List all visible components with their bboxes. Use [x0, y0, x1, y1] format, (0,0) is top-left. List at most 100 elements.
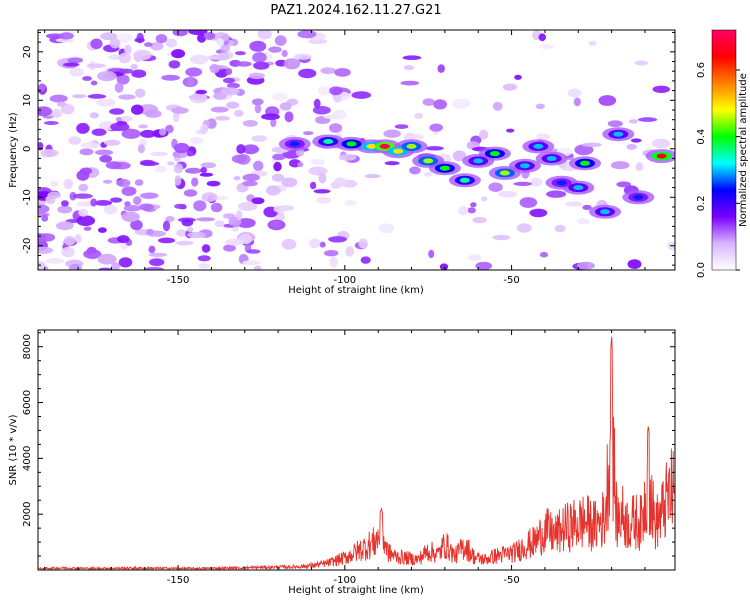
spectrogram-cell — [452, 150, 467, 162]
spectrogram-cell — [155, 34, 168, 44]
spectrogram-cell — [121, 211, 140, 222]
spectrogram-cell — [161, 74, 181, 81]
spectrogram-cell — [437, 64, 445, 73]
ridge-core — [499, 170, 510, 176]
ridge-core — [366, 143, 377, 149]
spectrogram-cell — [251, 135, 268, 142]
spectrogram-cell — [273, 205, 282, 213]
spectrogram-cell — [47, 191, 61, 199]
y-tick-label: -10 — [22, 189, 33, 205]
spectrogram-cell — [168, 60, 181, 69]
spectrogram-cell — [206, 180, 221, 187]
spectrogram-cell — [80, 142, 99, 149]
spectrogram-cell — [63, 178, 74, 190]
spectrogram-cell — [616, 181, 631, 188]
spectrogram-cell — [214, 220, 225, 228]
spectrogram-cell — [167, 161, 175, 166]
spectrogram-cell — [97, 71, 117, 82]
spectrogram-cell — [172, 30, 188, 37]
spectrogram-cell — [233, 110, 244, 117]
spectrogram-cell — [116, 33, 133, 43]
spectrogram-cell — [309, 181, 317, 190]
figure-title: PAZ1.2024.162.11.27.G21 — [270, 3, 441, 18]
snr-panel: -150 -100 -50 2000 4000 6000 8000 Height of s… — [8, 329, 676, 596]
colorbar-tick-label: 0.4 — [696, 129, 707, 145]
spectrogram-cell — [121, 115, 133, 122]
spectrogram-cell — [110, 262, 120, 270]
x-tick-label: -150 — [167, 275, 190, 286]
ridge-core — [580, 160, 590, 166]
spectrogram-cell — [118, 94, 136, 100]
spectrogram-cell — [134, 37, 145, 43]
spectrogram-cell — [67, 57, 83, 64]
spectrogram-cell — [94, 149, 114, 156]
spectrogram-cell — [360, 256, 371, 264]
y-tick-label: 8000 — [22, 334, 33, 359]
spectrogram-cell — [281, 49, 288, 58]
spectrogram-cell — [76, 122, 90, 134]
spectrogram-cell — [165, 124, 174, 134]
spectrogram-cell — [298, 68, 317, 79]
spectrogram-cell — [329, 123, 343, 133]
ridge-core — [439, 165, 450, 171]
spectrogram-cell — [309, 238, 321, 249]
colorbar-label: Normalized spectral amplitude — [738, 73, 749, 227]
spectrogram-cell — [329, 86, 343, 96]
spectrogram-cell — [171, 107, 189, 114]
spectrogram-cell — [628, 119, 639, 124]
ridge-core — [489, 151, 500, 157]
spectrogram-cell — [86, 63, 106, 68]
spectrogram-cell — [114, 82, 124, 93]
spectrogram-cell — [384, 161, 400, 166]
snr-x-axis-label: Height of straight line (km) — [288, 585, 424, 596]
spectrogram-cell — [220, 44, 231, 52]
ridge-core — [546, 156, 557, 161]
spectrogram-cell — [83, 226, 92, 231]
spectrogram-cell — [72, 94, 87, 99]
spectrogram-cell — [87, 94, 107, 99]
spectrogram-cell — [69, 67, 84, 77]
ridge-core — [633, 194, 644, 200]
spectrogram-cell — [130, 219, 143, 231]
spectrogram-cell — [320, 67, 336, 75]
spectrogram-cell — [200, 167, 207, 174]
spectrogram-cell — [514, 74, 522, 80]
spectrogram-cell — [186, 76, 195, 87]
spectrogram-cell — [201, 192, 218, 202]
spectrogram-cell — [313, 189, 331, 194]
spectrogram-cell — [638, 117, 658, 122]
y-tick-label: 20 — [22, 45, 33, 58]
spectrogram-cell — [538, 43, 554, 50]
spectrogram-cell — [173, 111, 180, 123]
spectrogram-cell — [598, 95, 617, 106]
spectrogram-cell — [281, 238, 297, 250]
spectrogram-cell — [574, 144, 594, 156]
spectrogram-cell — [124, 201, 131, 207]
ridge-core — [406, 143, 417, 149]
spectrogram-cell — [422, 98, 435, 106]
spectrogram-cell — [364, 174, 381, 179]
spectrogram-cell — [61, 246, 75, 258]
spectrogram-cell — [236, 61, 252, 67]
y-tick-label: 6000 — [22, 390, 33, 415]
spectrogram-cell — [284, 111, 294, 123]
spectrogram-cell — [467, 207, 476, 214]
spectrogram-cell — [109, 108, 125, 115]
spectrogram-cell — [252, 52, 267, 63]
spectrogram-cell — [470, 202, 477, 208]
spectrogram-cell — [83, 249, 102, 259]
colorbar-tick-label: 0.0 — [696, 262, 707, 278]
spectrogram-cell — [74, 234, 82, 244]
spectrogram-cell — [223, 77, 235, 84]
spectrogram-cell — [100, 32, 118, 41]
spectrogram-cell — [554, 224, 566, 233]
spectrogram-cell — [209, 63, 220, 74]
colorbar-tick-label: 0.6 — [696, 62, 707, 78]
snr-background — [38, 330, 675, 570]
spectrogram-cell — [110, 197, 123, 203]
spectrogram-cell — [103, 204, 118, 215]
spectrogram-cell — [191, 177, 199, 187]
spectrogram-cell — [227, 82, 240, 89]
spectrogram-cell — [98, 267, 112, 270]
colorbar-tick-label: 0.2 — [696, 195, 707, 211]
